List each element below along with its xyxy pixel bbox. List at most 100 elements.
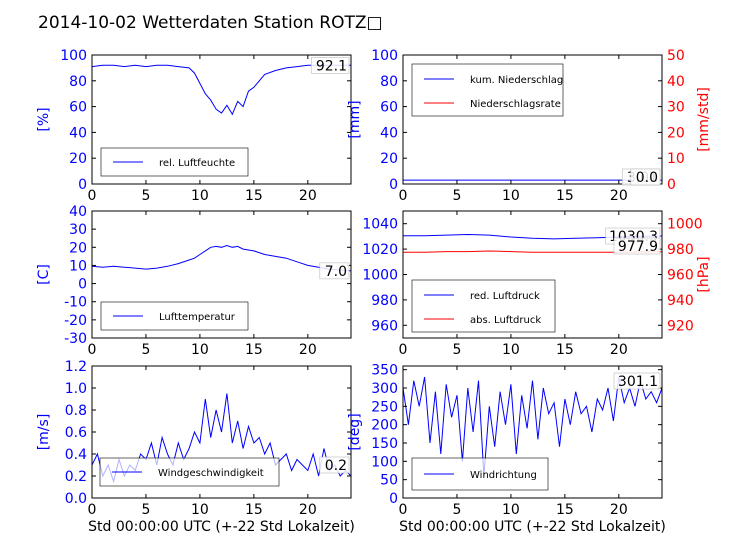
legend-label: kum. Niederschlag bbox=[470, 75, 563, 86]
y-tick-label: 0.6 bbox=[65, 425, 87, 441]
x-tick-label: 5 bbox=[452, 502, 461, 518]
panel-pressure: 0 5 10 15 20 960 980 1000 1020 1040 920 940 960 980 10… bbox=[362, 210, 712, 358]
last-value-label: 7.0 bbox=[325, 264, 347, 280]
series-line-0 bbox=[92, 244, 351, 272]
y-tick-label: 100 bbox=[371, 454, 398, 470]
x-tick-label: 15 bbox=[556, 502, 574, 518]
legend-label: Lufttemperatur bbox=[159, 312, 236, 323]
x-tick-label: 0 bbox=[88, 188, 97, 204]
y-tick-label: -10 bbox=[64, 295, 87, 311]
y2-tick-label: 920 bbox=[667, 318, 694, 334]
y-tick-label: 0.8 bbox=[65, 403, 87, 419]
legend-label: rel. Luftfeuchte bbox=[159, 158, 235, 169]
x-tick-label: 5 bbox=[141, 502, 150, 518]
y2-tick-label: 50 bbox=[667, 48, 685, 64]
x-tick-label: 20 bbox=[299, 502, 317, 518]
axes-frame bbox=[402, 54, 663, 185]
y-tick-label: 0 bbox=[78, 177, 87, 193]
panel-precipitation: 0 5 10 15 20 0 20 40 60 80 100 0 10 20 30 40 50 [mm] [mm/s… bbox=[347, 48, 712, 204]
x-tick-label: 0 bbox=[399, 188, 408, 204]
axes-frame bbox=[402, 365, 663, 499]
x-tick-label: 15 bbox=[245, 502, 263, 518]
legend: rel. Luftfeuchte bbox=[100, 147, 249, 177]
y-tick-label: 350 bbox=[371, 363, 398, 379]
x-tick-label: 20 bbox=[610, 188, 628, 204]
y-axis-label: [mm] bbox=[347, 100, 363, 138]
x-tick-label: 10 bbox=[502, 188, 520, 204]
y-tick-label: 200 bbox=[371, 418, 398, 434]
y-tick-label: 50 bbox=[380, 473, 398, 489]
panel-humidity: 0 5 10 15 20 0 20 40 60 80 100 [%] 92.1 rel. Luftfeuc… bbox=[36, 48, 352, 204]
y2-tick-label: 980 bbox=[667, 242, 694, 258]
figure-title: 2014-10-02 Wetterdaten Station ROTZ□ bbox=[38, 13, 383, 33]
y-tick-label: 0.0 bbox=[65, 491, 87, 507]
y-tick-label: 0 bbox=[78, 277, 87, 293]
y2-tick-label: 30 bbox=[667, 100, 685, 116]
x-tick-label: 5 bbox=[452, 342, 461, 358]
x-tick-label: 10 bbox=[191, 342, 209, 358]
y2-tick-label: 10 bbox=[667, 151, 685, 167]
panel-wind-speed: 0 5 10 15 20 0.0 0.2 0.4 0.6 0.8 1.0 1.2 [m/s] Std 00… bbox=[36, 359, 355, 535]
last-value-label-2: 977.9 bbox=[618, 239, 658, 255]
y-axis-label: [%] bbox=[36, 107, 52, 131]
axes-frame bbox=[91, 210, 352, 339]
y-tick-label: 0.2 bbox=[65, 469, 87, 485]
y-tick-label: 150 bbox=[371, 436, 398, 452]
x-tick-label: 5 bbox=[141, 188, 150, 204]
y-tick-label: 40 bbox=[69, 125, 87, 141]
y-tick-label: 20 bbox=[380, 151, 398, 167]
legend: kum. Niederschlag Niederschlagsrate bbox=[411, 63, 564, 117]
y-tick-label: 0.4 bbox=[65, 447, 87, 463]
y-tick-label: 80 bbox=[69, 74, 87, 90]
x-tick-label: 10 bbox=[191, 188, 209, 204]
series-line-0 bbox=[92, 64, 351, 116]
y-axis-label: [m/s] bbox=[36, 414, 52, 451]
last-value-label: 0.2 bbox=[325, 458, 347, 474]
y-axis-label: [C] bbox=[36, 264, 52, 285]
y-tick-label: 1.0 bbox=[65, 381, 87, 397]
legend: Windrichtung bbox=[411, 457, 549, 491]
x-tick-label: 15 bbox=[245, 342, 263, 358]
y-tick-label: 1020 bbox=[362, 242, 398, 258]
y-tick-label: 100 bbox=[371, 48, 398, 64]
x-tick-label: 0 bbox=[399, 502, 408, 518]
x-tick-label: 10 bbox=[502, 502, 520, 518]
y-tick-label: 1040 bbox=[362, 217, 398, 233]
x-tick-label: 20 bbox=[610, 502, 628, 518]
y-tick-label: 10 bbox=[69, 258, 87, 274]
x-tick-label: 15 bbox=[556, 188, 574, 204]
legend: Windgeschwindigkeit bbox=[99, 457, 280, 487]
y-tick-label: 60 bbox=[69, 100, 87, 116]
y-tick-label: 0 bbox=[389, 177, 398, 193]
y-tick-label: -30 bbox=[64, 331, 87, 347]
y2-tick-label: 960 bbox=[667, 268, 694, 284]
y2-tick-label: 1000 bbox=[667, 217, 703, 233]
last-value-label-2: 0.0 bbox=[636, 170, 658, 186]
legend-label: Windgeschwindigkeit bbox=[158, 468, 264, 479]
x-tick-label: 0 bbox=[399, 342, 408, 358]
y-tick-label: 80 bbox=[380, 74, 398, 90]
x-tick-label: 5 bbox=[452, 188, 461, 204]
last-value-label-2-box bbox=[630, 168, 661, 186]
x-axis-label: Std 00:00:00 UTC (+-22 Std Lokalzeit) bbox=[399, 519, 666, 535]
y-tick-label: 250 bbox=[371, 399, 398, 415]
x-tick-label: 5 bbox=[141, 342, 150, 358]
legend-frame bbox=[100, 301, 249, 331]
x-tick-label: 15 bbox=[556, 342, 574, 358]
y2-tick-label: 20 bbox=[667, 125, 685, 141]
last-value-label-box bbox=[319, 456, 350, 474]
y-tick-label: 300 bbox=[371, 381, 398, 397]
last-value-label-box bbox=[311, 57, 350, 74]
y-tick-label: 1000 bbox=[362, 268, 398, 284]
y2-axis-label: [mm/std] bbox=[696, 87, 712, 152]
y-tick-label: 30 bbox=[69, 222, 87, 238]
x-axis-label: Std 00:00:00 UTC (+-22 Std Lokalzeit) bbox=[88, 519, 355, 535]
x-tick-label: 20 bbox=[610, 342, 628, 358]
legend: red. Luftdruck abs. Luftdruck bbox=[411, 279, 556, 333]
x-tick-label: 15 bbox=[245, 188, 263, 204]
x-tick-label: 20 bbox=[299, 342, 317, 358]
legend-label: red. Luftdruck bbox=[470, 291, 540, 302]
legend-frame bbox=[411, 63, 564, 117]
